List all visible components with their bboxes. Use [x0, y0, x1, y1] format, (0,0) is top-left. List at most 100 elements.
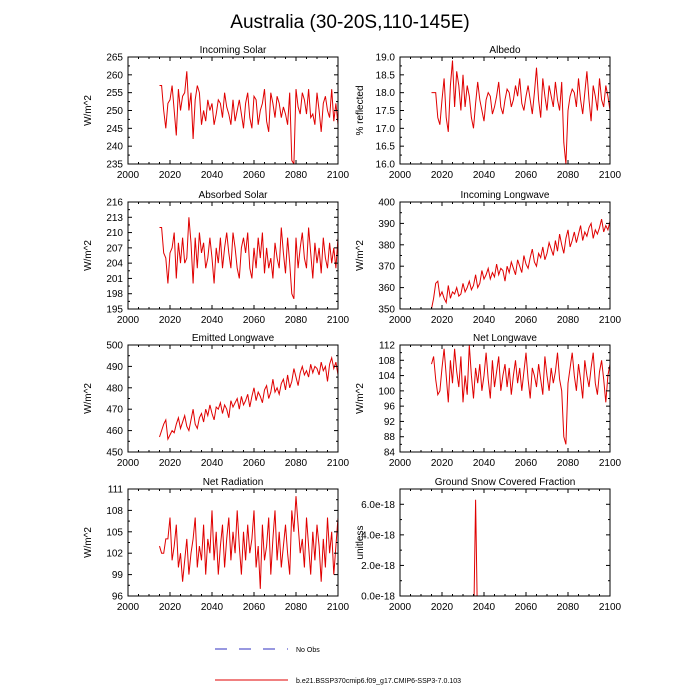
x-tick-label: 2000: [389, 458, 412, 469]
plot-frame: [127, 488, 339, 597]
x-tick-label: 2100: [599, 315, 622, 326]
panel-title: Absorbed Solar: [199, 190, 269, 201]
y-tick-label: 19.0: [376, 53, 396, 64]
x-tick-label: 2080: [557, 458, 580, 469]
y-axis-label: W/m^2: [83, 95, 94, 126]
panel-title: Incoming Longwave: [461, 190, 550, 201]
plot-frame: [399, 201, 611, 310]
x-tick-label: 2080: [285, 170, 308, 181]
x-tick-label: 2100: [327, 602, 350, 613]
y-tick-label: 207: [106, 243, 123, 254]
x-tick-label: 2060: [515, 458, 538, 469]
chart-panel: Emitted Longwave W/m^2 2000 2020 2040 2060 208…: [83, 333, 350, 469]
y-tick-label: 88: [384, 432, 396, 443]
x-tick-label: 2000: [117, 170, 140, 181]
plot-frame: [127, 201, 339, 310]
legend-obs-label: No Obs: [296, 647, 320, 654]
figure-title: Australia (30-20S,110-145E): [230, 12, 469, 33]
chart-panel: Albedo % reflected 2000 2020 2040 2060 2080 210…: [355, 45, 622, 181]
plot-frame: [399, 344, 611, 453]
y-tick-label: 360: [378, 283, 395, 294]
y-tick-label: 17.0: [376, 124, 396, 135]
x-tick-label: 2040: [473, 458, 496, 469]
series-line: [159, 496, 338, 589]
x-tick-label: 2020: [431, 315, 454, 326]
y-axis-label: W/m^2: [83, 383, 94, 414]
x-tick-label: 2080: [557, 170, 580, 181]
y-tick-label: 350: [378, 305, 395, 316]
y-axis-label: % reflected: [355, 85, 366, 135]
series-line: [159, 217, 338, 300]
x-tick-label: 2040: [201, 315, 224, 326]
x-tick-label: 2080: [285, 458, 308, 469]
x-tick-label: 2020: [159, 315, 182, 326]
panel-title: Net Longwave: [473, 333, 537, 344]
y-tick-label: 18.5: [376, 70, 396, 81]
y-tick-label: 108: [106, 506, 123, 517]
y-tick-label: 111: [108, 485, 124, 496]
x-tick-label: 2000: [389, 315, 412, 326]
y-tick-label: 390: [378, 219, 395, 230]
x-tick-label: 2040: [201, 602, 224, 613]
y-tick-label: 18.0: [376, 88, 396, 99]
y-axis-label: unitless: [355, 526, 366, 560]
y-tick-label: 96: [384, 402, 396, 413]
x-tick-label: 2060: [515, 170, 538, 181]
y-tick-label: 370: [378, 262, 395, 273]
panel-title: Incoming Solar: [200, 45, 267, 56]
y-tick-label: 195: [106, 305, 123, 316]
x-tick-label: 2060: [243, 170, 266, 181]
y-tick-label: 240: [106, 142, 123, 153]
y-tick-label: 16.0: [376, 160, 396, 171]
x-tick-label: 2020: [159, 170, 182, 181]
x-tick-label: 2060: [243, 458, 266, 469]
panel-title: Ground Snow Covered Fraction: [435, 477, 576, 488]
y-axis-label: W/m^2: [83, 240, 94, 271]
y-tick-label: 100: [378, 386, 395, 397]
plot-frame: [399, 488, 611, 597]
series-line: [159, 355, 338, 441]
x-tick-label: 2100: [599, 170, 622, 181]
chart-panel: Net Longwave W/m^2 2000 2020 2040 2060 2080 210…: [355, 333, 622, 469]
x-tick-label: 2000: [117, 602, 140, 613]
x-tick-label: 2060: [243, 315, 266, 326]
y-tick-label: 490: [106, 362, 123, 373]
x-tick-label: 2080: [285, 602, 308, 613]
x-tick-label: 2080: [557, 315, 580, 326]
chart-panel: Net Radiation W/m^2 2000 2020 2040 2060 2080 21…: [83, 477, 350, 613]
y-tick-label: 235: [106, 160, 123, 171]
y-tick-label: 84: [384, 448, 396, 459]
x-tick-label: 2080: [285, 315, 308, 326]
x-tick-label: 2100: [327, 315, 350, 326]
x-tick-label: 2100: [327, 170, 350, 181]
y-tick-label: 500: [106, 341, 123, 352]
y-tick-label: 17.5: [376, 106, 396, 117]
y-tick-label: 112: [379, 341, 395, 352]
panels: Incoming Solar W/m^2 2000 2020 2040 2060 2080 2…: [83, 45, 622, 613]
panel-title: Albedo: [489, 45, 521, 56]
y-tick-label: 198: [106, 289, 123, 300]
y-tick-label: 102: [106, 549, 123, 560]
chart-panel: Absorbed Solar W/m^2 2000 2020 2040 2060 2080 2…: [83, 190, 350, 326]
y-tick-label: 400: [378, 198, 395, 209]
y-tick-label: 4.0e-18: [361, 530, 395, 541]
x-tick-label: 2020: [431, 458, 454, 469]
x-tick-label: 2060: [243, 602, 266, 613]
legend: No Obs b.e21.BSSP370cmip6.f09_g17.CMIP6-…: [215, 647, 461, 685]
plot-frame: [399, 56, 611, 165]
y-tick-label: 460: [106, 426, 123, 437]
x-tick-label: 2040: [473, 170, 496, 181]
y-tick-label: 265: [106, 53, 123, 64]
y-tick-label: 450: [106, 448, 123, 459]
x-tick-label: 2040: [473, 602, 496, 613]
x-tick-label: 2040: [473, 315, 496, 326]
y-tick-label: 16.5: [376, 142, 396, 153]
panel-title: Net Radiation: [203, 477, 264, 488]
x-tick-label: 2060: [515, 602, 538, 613]
y-tick-label: 216: [106, 198, 123, 209]
legend-model-label: b.e21.BSSP370cmip6.f09_g17.CMIP6-SSP3-7.…: [296, 678, 461, 685]
y-tick-label: 92: [384, 417, 396, 428]
y-tick-label: 380: [378, 240, 395, 251]
y-tick-label: 250: [106, 106, 123, 117]
